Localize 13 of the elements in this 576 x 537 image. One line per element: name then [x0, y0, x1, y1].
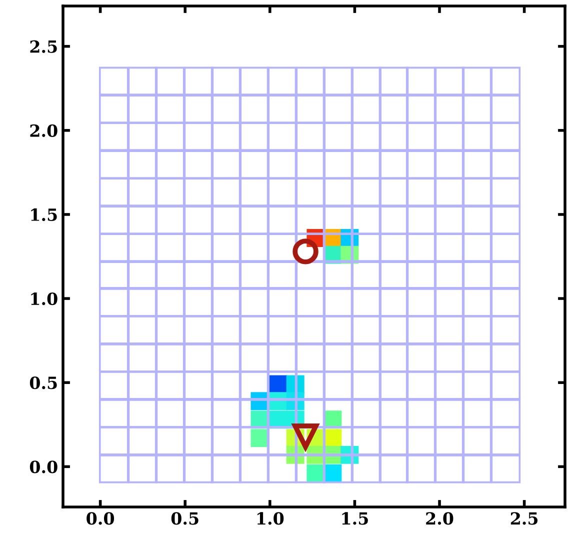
y-tick-label: 0.5 — [30, 376, 57, 390]
y-tick-label: 0.0 — [30, 460, 58, 474]
y-tick-label: 1.5 — [31, 208, 57, 222]
y-tick-label: 2.0 — [30, 124, 58, 137]
x-tick-label: 1.0 — [257, 512, 284, 525]
y-tick-label: 1.0 — [31, 292, 58, 306]
x-tick-label: 0.0 — [86, 512, 114, 525]
x-tick-label: 2.0 — [426, 512, 454, 525]
x-tick-label: 2.5 — [510, 512, 538, 525]
x-tick-label: 1.5 — [342, 512, 368, 525]
y-tick-label: 2.5 — [30, 40, 57, 53]
x-tick-label: 0.5 — [171, 512, 198, 525]
point — [292, 238, 318, 264]
